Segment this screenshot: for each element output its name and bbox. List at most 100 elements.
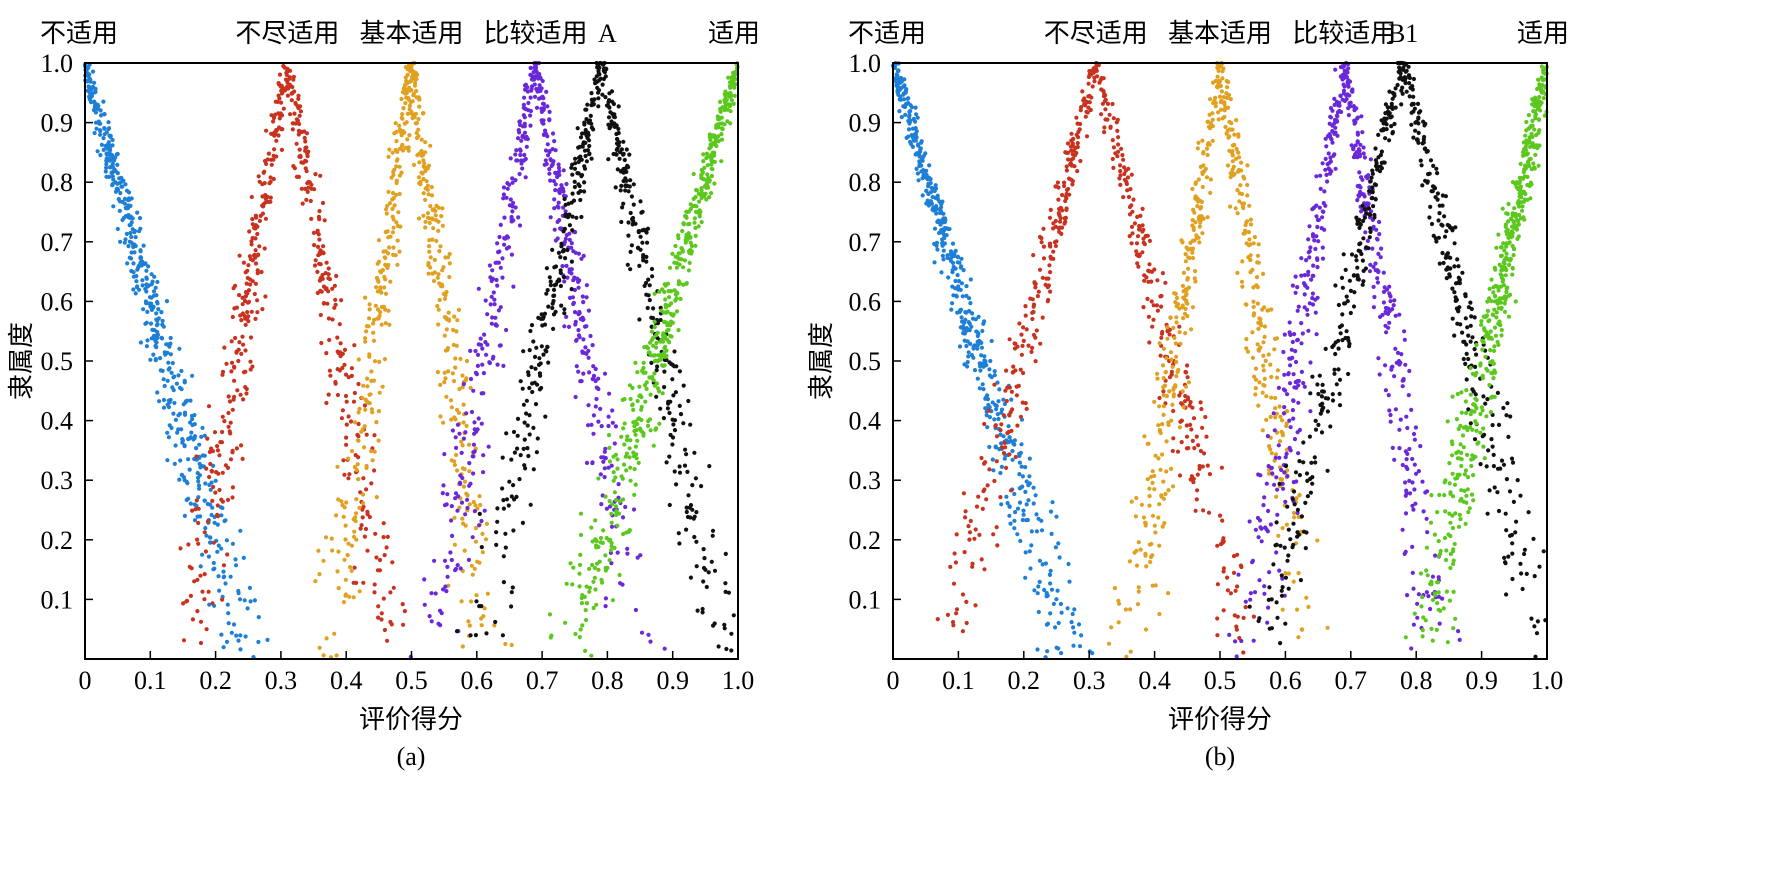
scatter-point (536, 76, 541, 81)
scatter-point (1086, 74, 1091, 80)
scatter-point (896, 92, 901, 97)
scatter-point (1243, 599, 1248, 604)
scatter-point (1072, 164, 1077, 169)
scatter-point (575, 126, 580, 131)
scatter-point (104, 165, 109, 170)
scatter-point (670, 320, 676, 325)
scatter-point (607, 445, 612, 450)
scatter-point (960, 592, 966, 597)
scatter-point (382, 553, 387, 558)
scatter-point (1129, 203, 1134, 208)
scatter-point (535, 436, 540, 441)
scatter-point (586, 423, 591, 428)
scatter-point (901, 97, 907, 102)
scatter-point (449, 458, 454, 463)
scatter-point (1368, 157, 1373, 162)
scatter-point (1110, 138, 1115, 143)
scatter-point (380, 384, 385, 389)
scatter-point (962, 362, 967, 367)
scatter-point (1039, 518, 1044, 523)
scatter-point (1286, 571, 1291, 576)
scatter-point (131, 287, 136, 292)
scatter-point (671, 422, 676, 427)
scatter-point (353, 511, 359, 516)
scatter-point (569, 287, 574, 292)
scatter-point (361, 476, 366, 481)
scatter-point (455, 508, 460, 513)
x-tick-label: 0.8 (591, 666, 624, 695)
scatter-point (416, 134, 421, 139)
scatter-point (355, 462, 360, 467)
scatter-point (1233, 639, 1238, 644)
scatter-point (964, 293, 969, 298)
scatter-point (966, 354, 971, 359)
scatter-point (1239, 638, 1244, 644)
scatter-point (593, 366, 598, 372)
scatter-point (266, 151, 271, 156)
scatter-point (501, 580, 506, 585)
scatter-point (255, 271, 260, 276)
scatter-point (1133, 514, 1138, 519)
scatter-point (526, 370, 531, 375)
scatter-point (356, 434, 361, 439)
scatter-point (688, 515, 693, 520)
scatter-point (172, 461, 177, 466)
scatter-point (437, 297, 442, 303)
scatter-point (582, 594, 587, 600)
scatter-point (126, 244, 131, 249)
scatter-point (645, 226, 651, 231)
scatter-point (691, 516, 696, 521)
scatter-point (596, 419, 601, 424)
scatter-point (633, 444, 639, 449)
scatter-point (601, 455, 606, 460)
scatter-point (984, 413, 989, 418)
scatter-point (908, 118, 913, 123)
scatter-point (1291, 398, 1296, 403)
scatter-point (1036, 289, 1041, 294)
scatter-point (937, 230, 942, 236)
scatter-point (623, 188, 628, 193)
scatter-point (954, 293, 959, 298)
scatter-point (596, 104, 601, 109)
scatter-point (714, 123, 719, 128)
scatter-point (1289, 347, 1294, 352)
scatter-point (612, 441, 617, 446)
scatter-point (461, 420, 466, 425)
scatter-point (440, 223, 445, 228)
scatter-point (312, 243, 317, 248)
scatter-point (1166, 420, 1171, 425)
scatter-point (1333, 67, 1338, 72)
scatter-point (633, 607, 639, 613)
scatter-point (1057, 206, 1062, 212)
scatter-point (131, 274, 136, 279)
scatter-point (149, 295, 154, 300)
scatter-point (550, 247, 555, 252)
scatter-point (1138, 213, 1143, 218)
scatter-point (453, 356, 458, 361)
scatter-point (649, 266, 655, 272)
scatter-point (244, 391, 249, 396)
scatter-point (1260, 390, 1265, 395)
scatter-point (661, 319, 667, 324)
scatter-point (598, 76, 603, 81)
scatter-point (1375, 276, 1380, 281)
scatter-point (621, 152, 626, 157)
scatter-point (316, 214, 321, 219)
scatter-point (1150, 513, 1156, 518)
scatter-point (481, 470, 486, 475)
scatter-point (1017, 321, 1022, 326)
scatter-point (509, 219, 515, 224)
scatter-point (442, 296, 448, 301)
scatter-point (271, 115, 277, 121)
scatter-point (481, 614, 486, 619)
scatter-point (290, 127, 295, 132)
scatter-point (151, 289, 157, 294)
scatter-point (1145, 296, 1150, 301)
scatter-point (582, 189, 587, 194)
scatter-point (1315, 538, 1320, 543)
scatter-point (548, 283, 554, 288)
scatter-point (250, 364, 255, 369)
scatter-point (509, 590, 514, 595)
scatter-point (589, 91, 594, 96)
scatter-point (463, 512, 468, 517)
